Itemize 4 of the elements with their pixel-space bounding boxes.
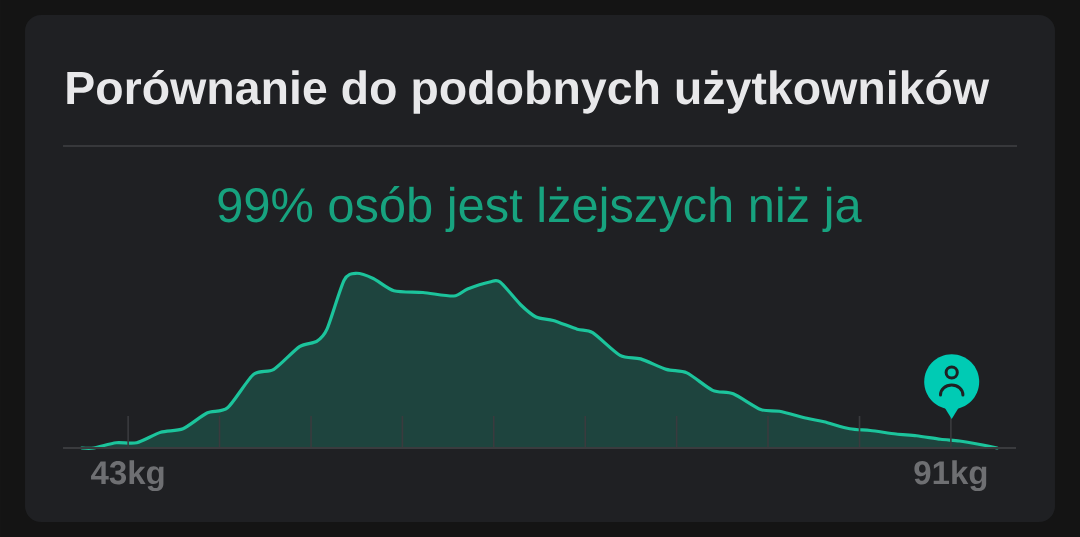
chart-subtitle: 99% osób jest lżejszych niż ja [218,186,862,233]
chart-title: Porównanie do podobnych użytkowników [67,69,990,114]
x-tick-label: 91kg [914,460,987,492]
x-tick-label: 43kg [91,460,164,492]
